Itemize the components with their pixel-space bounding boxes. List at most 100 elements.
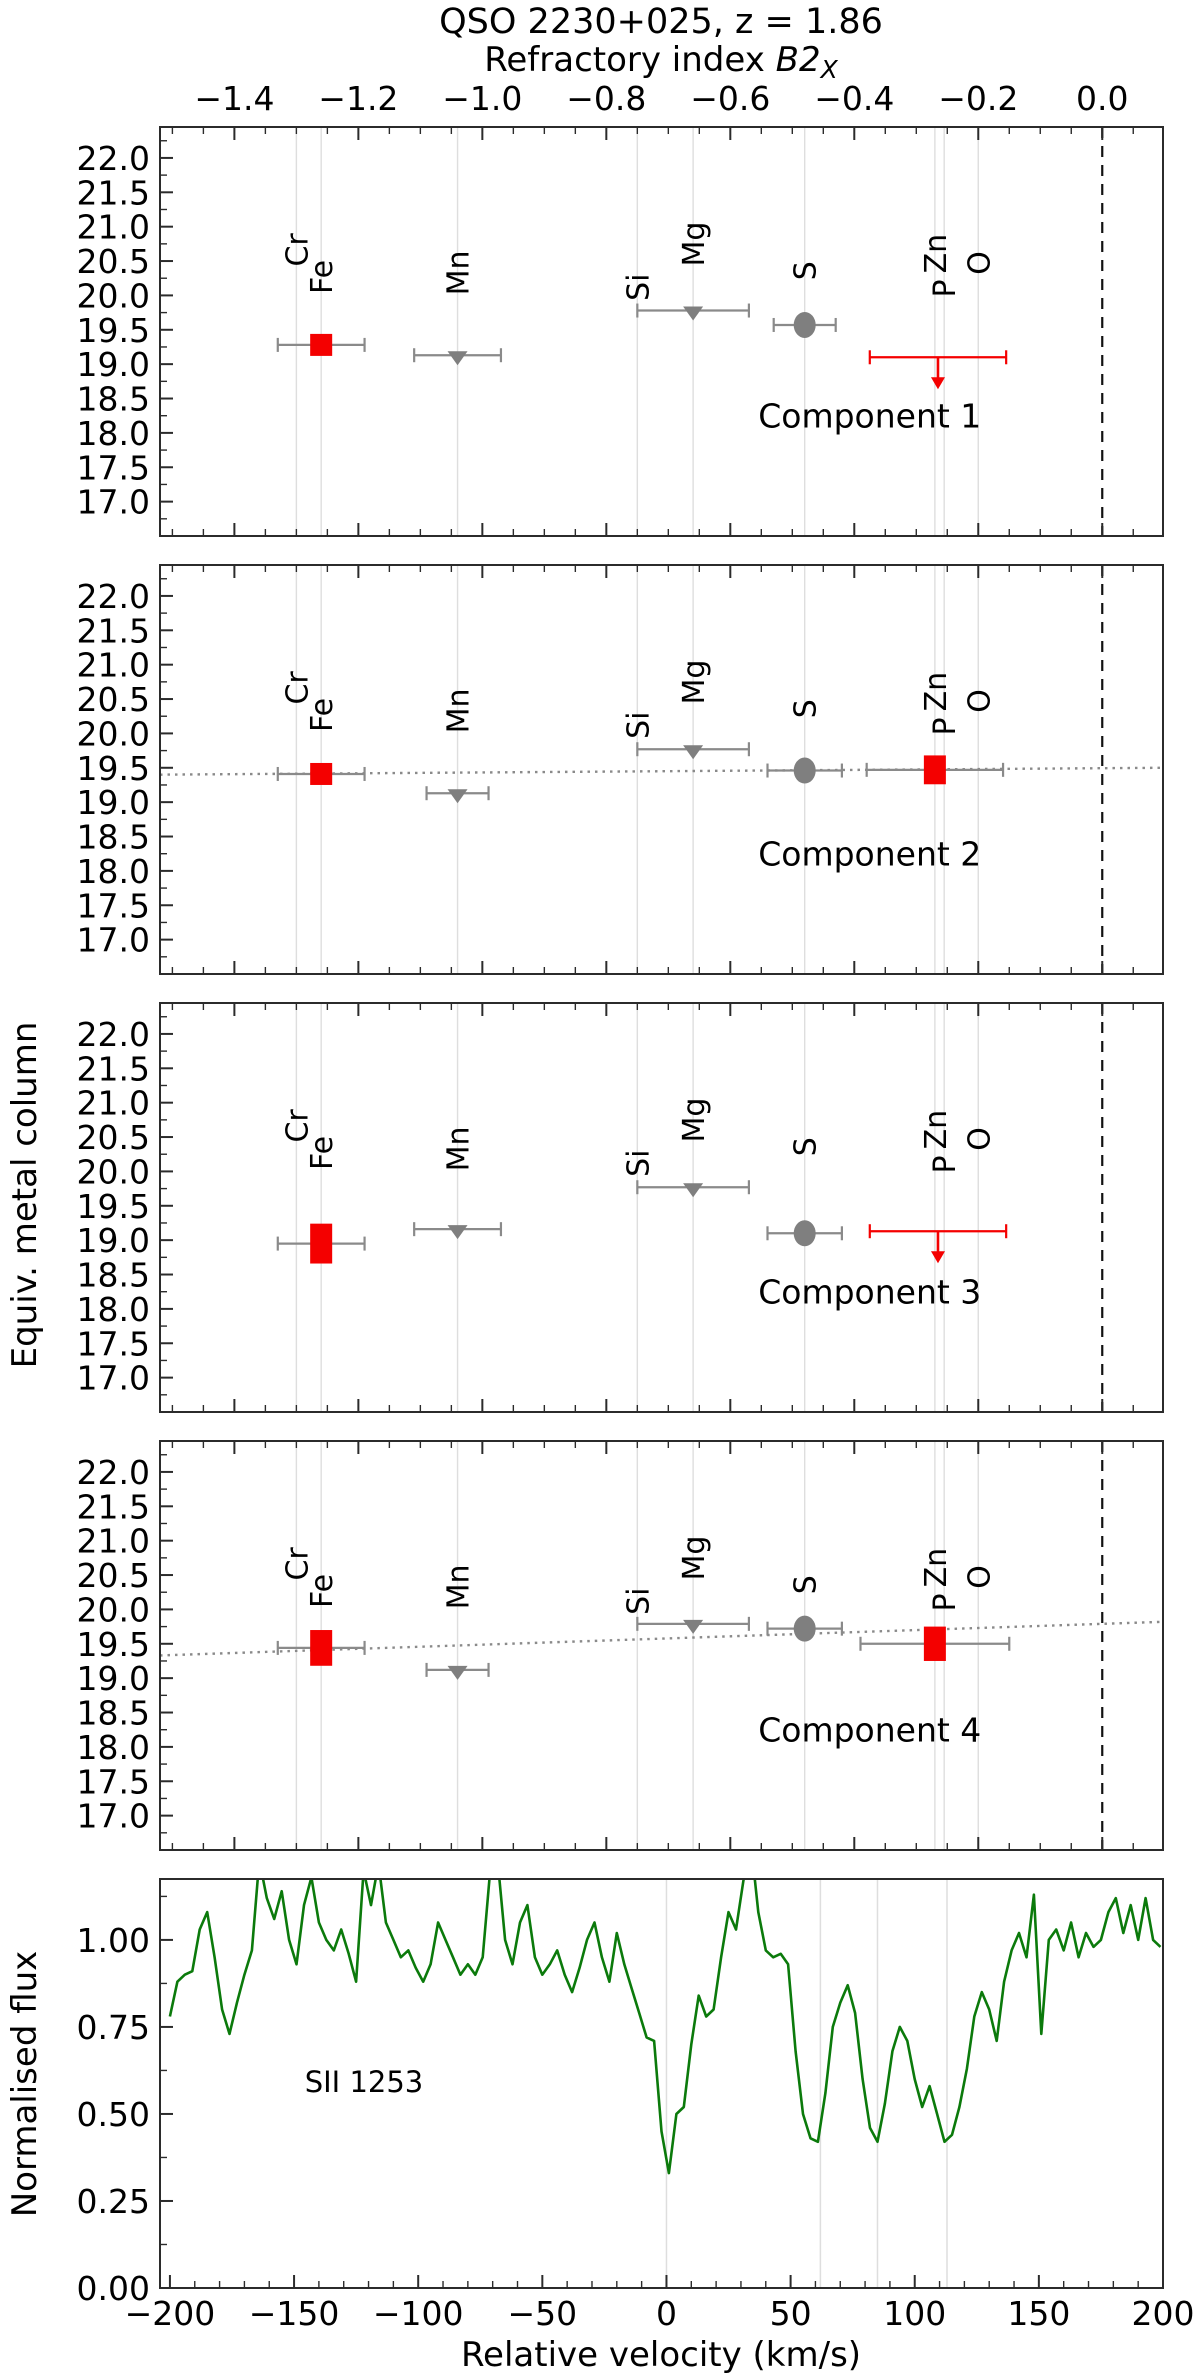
element-label-Si: Si — [621, 712, 656, 739]
element-label-Cr: Cr — [280, 671, 315, 705]
top-tick-label: −0.4 — [814, 79, 894, 118]
y-tick-label: 21.0 — [77, 646, 150, 685]
top-tick-label: −0.8 — [566, 79, 646, 118]
upper-limit-triangle-marker — [447, 351, 468, 366]
element-label-Mg: Mg — [677, 1098, 712, 1143]
top-tick-label: 0.0 — [1076, 79, 1128, 118]
component-label: Component 4 — [758, 1710, 981, 1749]
left-axis-title: Equiv. metal column — [5, 1022, 45, 1369]
velocity-tick-label: 150 — [1007, 2294, 1070, 2333]
element-label-Si: Si — [621, 1150, 656, 1177]
page-title: QSO 2230+025, z = 1.86 — [439, 2, 883, 42]
y-tick-label: 19.5 — [77, 1625, 150, 1664]
y-tick-label: 19.0 — [77, 783, 150, 822]
data-point-Mg — [636, 1180, 751, 1198]
element-label-O: O — [962, 1127, 997, 1151]
top-tick-label: −1.4 — [194, 79, 274, 118]
data-point-Mn — [413, 348, 503, 366]
top-tick-label: −0.6 — [690, 79, 770, 118]
element-label-S: S — [789, 1575, 824, 1594]
y-tick-label: 21.5 — [77, 173, 150, 212]
data-point-S — [766, 757, 843, 784]
y-tick-label: 22.0 — [77, 1015, 150, 1054]
element-label-O: O — [962, 1565, 997, 1589]
data-point-Mn — [425, 786, 490, 804]
upper-limit-arrow-head — [930, 377, 945, 390]
upper-limit-triangle-marker — [683, 745, 704, 760]
element-label-Mg: Mg — [677, 1536, 712, 1581]
velocity-tick-label: −150 — [249, 2294, 340, 2333]
y-tick-label: 17.5 — [77, 1324, 150, 1363]
upper-limit-arrow-head — [930, 1251, 945, 1264]
data-point-Zn — [865, 755, 1005, 785]
element-label-Zn: Zn — [919, 1548, 954, 1588]
square-marker — [310, 1630, 333, 1666]
y-tick-label: 20.0 — [77, 1152, 150, 1191]
y-tick-label: 17.5 — [77, 448, 150, 487]
flux-tick-label: 0.75 — [77, 2008, 150, 2047]
element-label-Mg: Mg — [677, 660, 712, 705]
y-tick-label: 19.5 — [77, 311, 150, 350]
data-point-Fe — [276, 762, 366, 785]
circle-marker — [793, 757, 816, 784]
flux-tick-label: 1.00 — [77, 1921, 150, 1960]
data-point-Mn — [425, 1662, 490, 1680]
data-point-Mn — [413, 1222, 503, 1240]
velocity-tick-label: 0 — [656, 2294, 677, 2333]
element-label-Fe: Fe — [305, 1574, 340, 1608]
flux-tick-label: 0.25 — [77, 2182, 150, 2221]
velocity-tick-label: −50 — [508, 2294, 578, 2333]
y-tick-label: 20.0 — [77, 276, 150, 315]
element-label-Zn: Zn — [919, 234, 954, 274]
data-point-Zn-P — [868, 1224, 1008, 1264]
panel-border — [159, 126, 1164, 537]
element-label-S: S — [789, 699, 824, 718]
y-tick-label: 17.0 — [77, 1797, 150, 1836]
y-tick-label: 20.0 — [77, 714, 150, 753]
data-point-Fe — [276, 333, 366, 356]
top-tick-label: −1.2 — [318, 79, 398, 118]
data-point-S — [772, 311, 837, 338]
data-point-Zn-P — [868, 350, 1008, 390]
element-label-P: P — [928, 717, 963, 735]
component-label: Component 3 — [758, 1272, 981, 1311]
y-tick-label: 21.0 — [77, 208, 150, 247]
y-tick-label: 18.0 — [77, 852, 150, 891]
circle-marker — [793, 1615, 816, 1642]
y-tick-label: 22.0 — [77, 1453, 150, 1492]
top-axis-title: Refractory index B2X — [484, 40, 838, 84]
element-label-Zn: Zn — [919, 672, 954, 712]
element-label-Cr: Cr — [280, 1109, 315, 1143]
square-marker — [310, 333, 333, 356]
y-tick-label: 20.0 — [77, 1590, 150, 1629]
y-tick-label: 18.5 — [77, 1694, 150, 1733]
element-label-S: S — [789, 1137, 824, 1156]
y-tick-label: 21.0 — [77, 1522, 150, 1561]
data-point-Mg — [636, 303, 751, 321]
spectrum-panel: −200 −150 −100 −50 0 50 100 150 200 0.00 0.25 0.50 0… — [77, 1878, 1195, 2333]
circle-marker — [793, 1220, 816, 1247]
y-tick-label: 18.5 — [77, 1256, 150, 1295]
data-point-S — [766, 1220, 843, 1247]
element-label-P: P — [928, 279, 963, 297]
top-tick-label: −1.0 — [442, 79, 522, 118]
element-label-Mn: Mn — [442, 1565, 477, 1610]
y-tick-label: 17.0 — [77, 921, 150, 960]
top-tick-label: −0.2 — [938, 79, 1018, 118]
upper-limit-triangle-marker — [683, 306, 704, 321]
data-point-Mg — [636, 1616, 751, 1634]
element-label-S: S — [789, 261, 824, 280]
square-marker — [923, 755, 946, 785]
flux-tick-label: 0.50 — [77, 2095, 150, 2134]
element-label-Fe: Fe — [305, 698, 340, 732]
y-tick-label: 17.0 — [77, 1359, 150, 1398]
y-tick-label: 22.0 — [77, 577, 150, 616]
upper-limit-triangle-marker — [683, 1619, 704, 1634]
velocity-tick-label: 50 — [770, 2294, 812, 2333]
element-label-Mn: Mn — [442, 1127, 477, 1172]
y-tick-label: 20.5 — [77, 680, 150, 719]
y-tick-label: 19.0 — [77, 1659, 150, 1698]
